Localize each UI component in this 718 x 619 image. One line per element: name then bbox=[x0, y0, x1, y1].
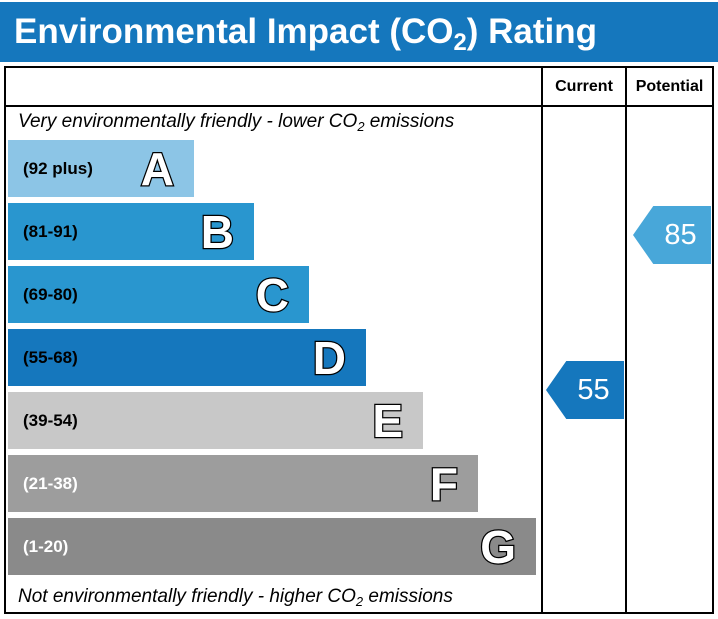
band-range-a: (92 plus) bbox=[23, 158, 93, 178]
bottom-caption-subscript: 2 bbox=[355, 593, 364, 609]
potential-column-header: Potential bbox=[635, 77, 704, 95]
top-caption: Very environmentally friendly - lower CO… bbox=[18, 111, 454, 134]
band-row-f: (21-38) F bbox=[8, 455, 478, 512]
band-range-g: (1-20) bbox=[23, 536, 69, 556]
page-title-text: Environmental Impact (CO bbox=[14, 12, 454, 51]
band-letter-g: G bbox=[479, 520, 517, 573]
top-caption-text: Very environmentally friendly - lower CO bbox=[18, 111, 358, 132]
bottom-caption: Not environmentally friendly - higher CO… bbox=[18, 586, 453, 609]
band-row-g: (1-20) G bbox=[8, 518, 536, 575]
potential-rating-arrow: 85 bbox=[633, 206, 711, 264]
potential-column-divider bbox=[625, 68, 627, 612]
bottom-caption-text: Not environmentally friendly - higher CO bbox=[18, 586, 356, 607]
page-title-subscript: 2 bbox=[453, 28, 467, 56]
band-row-d: (55-68) D bbox=[8, 329, 366, 386]
page-title-suffix: ) Rating bbox=[466, 12, 598, 51]
current-column-header: Current bbox=[555, 77, 613, 95]
top-caption-subscript: 2 bbox=[357, 118, 365, 134]
band-row-e: (39-54) E bbox=[8, 392, 423, 449]
current-rating-value: 55 bbox=[577, 373, 610, 406]
page-title: Environmental Impact (CO2) Rating bbox=[0, 12, 598, 56]
band-letter-a: A bbox=[140, 142, 176, 195]
title-bar: Environmental Impact (CO2) Rating bbox=[0, 2, 718, 62]
rating-chart-table: Current Potential Very environmentally f… bbox=[4, 66, 714, 614]
current-column-divider bbox=[541, 68, 543, 612]
bottom-caption-suffix: emissions bbox=[363, 586, 453, 607]
band-range-e: (39-54) bbox=[23, 410, 78, 430]
band-range-f: (21-38) bbox=[23, 473, 78, 493]
band-letter-c: C bbox=[255, 268, 291, 321]
current-rating-arrow: 55 bbox=[546, 361, 624, 419]
band-letter-d: D bbox=[312, 331, 348, 384]
band-letter-b: B bbox=[200, 205, 236, 258]
band-row-b: (81-91) B bbox=[8, 203, 254, 260]
band-letter-f: F bbox=[429, 457, 460, 510]
band-range-c: (69-80) bbox=[23, 284, 78, 304]
band-range-d: (55-68) bbox=[23, 347, 78, 367]
header-row-divider bbox=[6, 105, 712, 107]
potential-rating-value: 85 bbox=[664, 218, 697, 251]
top-caption-suffix: emissions bbox=[364, 111, 455, 132]
band-row-c: (69-80) C bbox=[8, 266, 309, 323]
band-range-b: (81-91) bbox=[23, 221, 78, 241]
band-row-a: (92 plus) A bbox=[8, 140, 194, 197]
band-letter-e: E bbox=[371, 394, 404, 447]
